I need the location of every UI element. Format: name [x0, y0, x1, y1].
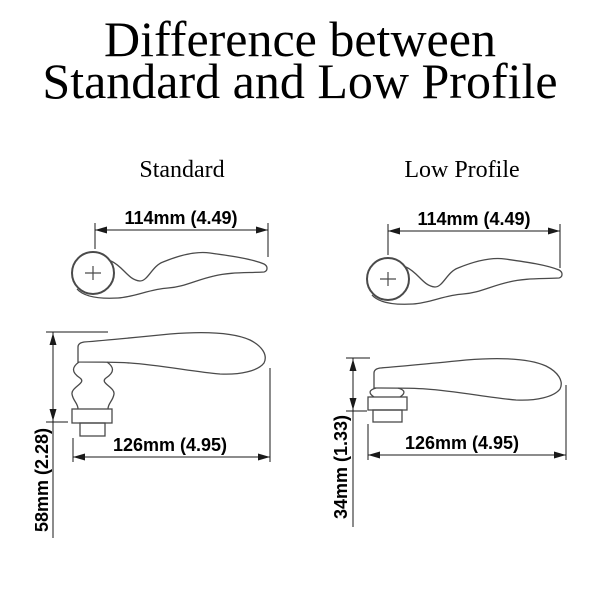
arrowhead-down-icon — [49, 409, 57, 421]
standard-side-length-label: 126mm (4.95) — [113, 435, 227, 455]
low-profile-length-dimension — [367, 385, 567, 460]
arrowhead-right-icon — [554, 451, 566, 459]
standard-top-length-label: 114mm (4.49) — [124, 208, 237, 228]
standard-height-dimension — [46, 331, 108, 538]
standard-height-label: 58mm (2.28) — [32, 428, 52, 532]
low-profile-collar — [367, 396, 408, 411]
page-title: Difference between Standard and Low Prof… — [0, 11, 600, 109]
arrowhead-left-icon — [73, 453, 85, 461]
low-profile-height-dimension — [346, 357, 370, 527]
arrowhead-right-icon — [258, 453, 270, 461]
low-profile-side-lever — [373, 357, 562, 401]
low-profile-spindle-base — [372, 409, 403, 423]
column-header-standard: Standard — [139, 157, 225, 183]
low-profile-neck-right-edge — [397, 387, 405, 398]
low-profile-side-length-label: 126mm (4.95) — [405, 433, 519, 453]
arrowhead-up-icon — [349, 359, 357, 371]
low-profile-top-view-handle — [366, 257, 563, 306]
arrowhead-right-icon — [548, 227, 560, 235]
low-profile-top-length-label: 114mm (4.49) — [417, 209, 530, 229]
arrowhead-left-icon — [368, 451, 380, 459]
standard-top-view: 114mm (4.49) — [71, 208, 269, 300]
low-profile-side-view: 126mm (4.95) 34mm (1.33) — [331, 357, 567, 527]
arrowhead-right-icon — [256, 226, 268, 234]
standard-collar — [71, 408, 113, 424]
arrowhead-up-icon — [49, 333, 57, 345]
arrowhead-down-icon — [349, 398, 357, 410]
low-profile-top-dimension — [387, 224, 561, 268]
standard-top-dimension — [94, 223, 269, 257]
standard-length-dimension — [72, 368, 271, 462]
page-title-line1: Difference between — [104, 11, 496, 67]
low-profile-neck-left-edge — [369, 387, 377, 398]
standard-neck-right-edge — [103, 361, 115, 410]
standard-top-view-handle — [71, 251, 268, 300]
arrowhead-left-icon — [95, 226, 107, 234]
page-title-line2: Standard and Low Profile — [42, 53, 558, 109]
standard-side-lever — [77, 331, 266, 375]
standard-neck-left-edge — [71, 361, 83, 410]
low-profile-height-label: 34mm (1.33) — [331, 415, 351, 519]
standard-spindle-base — [79, 422, 106, 437]
low-profile-top-view: 114mm (4.49) — [366, 209, 563, 306]
arrowhead-left-icon — [388, 227, 400, 235]
standard-side-view: 126mm (4.95) 58mm (2.28) — [32, 331, 271, 538]
column-header-low-profile: Low Profile — [404, 157, 520, 183]
